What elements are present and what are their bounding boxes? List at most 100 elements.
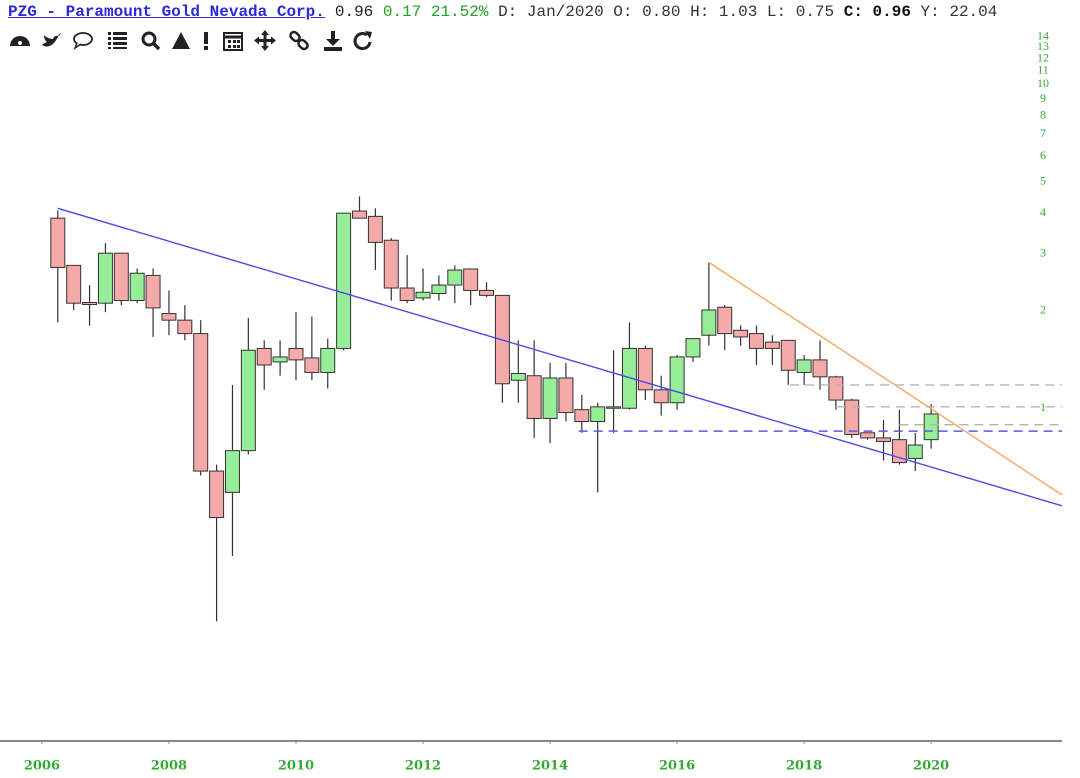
candle-body <box>129 272 145 302</box>
y-tick-label: 13 <box>1037 39 1049 53</box>
candle-body <box>66 264 82 304</box>
header-item: 0.17 <box>382 3 422 21</box>
candle-body <box>97 252 113 304</box>
candle-body <box>748 333 764 349</box>
comment-icon[interactable] <box>73 32 93 50</box>
header-item: D: Jan/2020 <box>498 3 604 21</box>
y-tick-label: 10 <box>1037 76 1049 90</box>
candle-body <box>209 470 225 519</box>
candle-body <box>240 349 256 452</box>
candle-body <box>907 444 923 459</box>
y-tick-label: 8 <box>1040 107 1046 121</box>
y-tick-label: 2 <box>1040 302 1046 316</box>
y-tick-label: 9 <box>1040 91 1046 105</box>
candle-body <box>304 357 320 373</box>
candle-body <box>828 376 844 401</box>
header-item: Y: 22.04 <box>920 3 998 21</box>
candle-body <box>590 406 606 423</box>
calendar-icon[interactable] <box>223 32 243 51</box>
candle-body <box>637 347 653 391</box>
candle-body <box>860 432 876 439</box>
alert-icon[interactable] <box>204 32 208 50</box>
candle-body <box>463 268 479 291</box>
x-tick-label: 2010 <box>278 759 314 774</box>
toolbar <box>10 30 372 51</box>
candle-body <box>669 356 685 404</box>
y-tick-label: 11 <box>1037 63 1049 77</box>
y-tick-label: 6 <box>1040 148 1046 162</box>
x-tick-label: 2006 <box>24 759 60 774</box>
candle-body <box>320 347 336 373</box>
candle-body <box>336 212 352 349</box>
candle-body <box>923 413 939 441</box>
candle-body <box>796 359 812 373</box>
candle-body <box>431 284 447 295</box>
candle-body <box>764 341 780 349</box>
x-tick-label: 2008 <box>151 759 187 774</box>
twitter-icon[interactable] <box>42 33 61 47</box>
x-tick-label: 2012 <box>405 759 441 774</box>
candle-body <box>510 373 526 381</box>
candle-body <box>526 375 542 419</box>
dashboard-icon[interactable] <box>10 36 30 46</box>
candle-body <box>193 333 209 472</box>
candle-body <box>113 252 129 302</box>
header-item: C: 0.96 <box>843 3 911 21</box>
y-tick-label: 14 <box>1037 29 1049 43</box>
candle-body <box>399 287 415 302</box>
candle-body <box>50 217 66 268</box>
candle-body <box>82 302 98 306</box>
candle-body <box>653 389 669 404</box>
candle-body <box>145 274 161 309</box>
link-icon[interactable] <box>289 30 309 51</box>
y-tick-label: 7 <box>1040 126 1046 140</box>
candle-body <box>415 291 431 299</box>
refresh-icon[interactable] <box>353 31 372 51</box>
candle-body <box>685 338 701 358</box>
candle-body <box>383 239 399 289</box>
move-icon[interactable] <box>254 30 276 51</box>
candle-body <box>717 306 733 335</box>
x-tick-label: 2020 <box>913 759 949 774</box>
y-tick-label: 3 <box>1040 245 1046 259</box>
header-item: H: 1.03 <box>690 3 758 21</box>
y-tick-label: 1 <box>1040 400 1046 414</box>
x-tick-label: 2016 <box>659 759 695 774</box>
triangle-icon[interactable] <box>172 32 190 49</box>
trend-line <box>708 261 1063 496</box>
candle-body <box>256 347 272 366</box>
header-item: 0.96 <box>334 3 374 21</box>
candle-body <box>812 359 828 378</box>
candle-body <box>272 356 288 363</box>
symbol-link[interactable]: PZG - Paramount Gold Nevada Corp. <box>8 3 325 21</box>
candle-body <box>447 269 463 286</box>
candle-body <box>479 289 495 296</box>
candle-body <box>558 377 574 414</box>
candle-body <box>367 215 383 243</box>
candle-body <box>542 377 558 419</box>
candle-body <box>288 347 304 361</box>
list-icon[interactable] <box>108 32 127 49</box>
candle-body <box>352 210 367 219</box>
y-tick-label: 12 <box>1037 50 1049 64</box>
x-tick-label: 2018 <box>786 759 822 774</box>
header-item: L: 0.75 <box>766 3 835 21</box>
candle-body <box>574 409 590 423</box>
candle-body <box>177 319 193 335</box>
x-tick-label: 2014 <box>532 759 568 774</box>
y-tick-label: 5 <box>1040 174 1046 188</box>
header: PZG - Paramount Gold Nevada Corp. 0.96 0.… <box>8 2 1007 22</box>
search-icon[interactable] <box>141 31 161 51</box>
download-icon[interactable] <box>324 31 342 51</box>
candle-body <box>701 309 717 336</box>
candle-body <box>844 399 860 435</box>
candle-body <box>876 437 892 442</box>
trend-line <box>57 207 1063 507</box>
candle-body <box>780 339 796 371</box>
candle-body <box>224 450 240 493</box>
header-item: O: 0.80 <box>613 3 681 21</box>
y-tick-label: 4 <box>1040 205 1046 219</box>
candle-body <box>733 329 749 338</box>
